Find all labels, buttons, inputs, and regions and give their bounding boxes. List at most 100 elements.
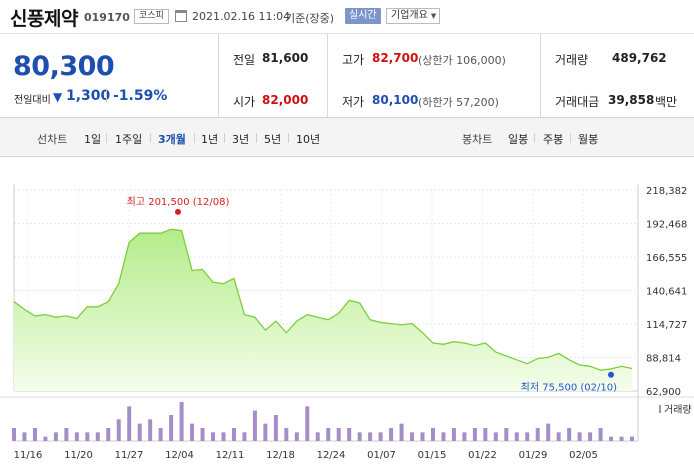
volume-bar: [294, 432, 299, 441]
volume-bar: [336, 428, 341, 441]
volume-bar: [420, 432, 425, 441]
range-5y-button[interactable]: 5년: [264, 133, 282, 146]
candle-monthly-button[interactable]: 월봉: [578, 133, 599, 146]
open-value: 82,000: [262, 93, 309, 107]
range-3y-button[interactable]: 3년: [232, 133, 250, 146]
volume-bar: [231, 428, 236, 441]
high-label: 고가: [342, 53, 365, 67]
x-tick-label: 11/16: [14, 450, 43, 461]
x-tick-label: 01/22: [468, 450, 497, 461]
price-area: [14, 229, 632, 391]
quote-datetime: 2021.02.16 11:04: [192, 10, 291, 23]
prev-close-value: 81,600: [262, 51, 309, 65]
volume-bar: [200, 428, 205, 441]
volume-bar: [598, 428, 603, 441]
current-price: 80,300: [13, 51, 115, 82]
volume-bar: [609, 436, 614, 441]
volume-bar: [619, 436, 624, 441]
divider: [106, 133, 107, 143]
amount-label: 거래대금: [555, 95, 600, 109]
low-marker: [608, 371, 614, 378]
y-tick-label: 192,468: [646, 220, 687, 231]
volume-bar: [85, 432, 90, 441]
divider: [150, 133, 151, 143]
volume-value: 489,762: [612, 51, 667, 65]
volume-bar: [472, 428, 477, 441]
x-axis-ticks: 11/16 11/20 11/27 12/04 12/11 12/18 12/24 01/07…: [14, 450, 598, 461]
range-3m-button[interactable]: 3개월: [158, 133, 186, 146]
volume-bar: [525, 432, 530, 441]
candle-chart-label: 봉차트: [462, 133, 493, 146]
volume-bar: [451, 428, 456, 441]
volume-bar: [179, 402, 184, 441]
change-label: 전일대비: [14, 95, 51, 106]
y-tick-label: 218,382: [646, 186, 687, 197]
chevron-down-icon: ▼: [430, 12, 437, 20]
volume-bar: [211, 432, 216, 441]
y-axis-ticks: 218,382 192,468 166,555 140,641 114,727 88,81…: [646, 186, 687, 398]
volume-bar: [347, 428, 352, 441]
volume-bar: [169, 415, 174, 441]
volume-bar: [577, 432, 582, 441]
volume-bar: [504, 428, 509, 441]
open-label: 시가: [233, 95, 256, 109]
volume-bar: [315, 432, 320, 441]
divider: [256, 133, 257, 143]
volume-legend-swatch: [659, 405, 661, 413]
range-1w-button[interactable]: 1주일: [115, 133, 143, 146]
change-percent: -1.59%: [113, 88, 168, 104]
x-tick-label: 11/20: [64, 450, 93, 461]
volume-bar: [127, 406, 132, 441]
candle-daily-button[interactable]: 일봉: [508, 133, 529, 146]
stock-header: 신풍제약 019170 코스피 2021.02.16 11:04 기준(장중) …: [0, 0, 694, 34]
divider: [570, 133, 571, 143]
stock-name[interactable]: 신풍제약: [10, 8, 78, 30]
company-overview-dropdown[interactable]: 기업개요 ▼: [386, 8, 441, 24]
volume-bar: [158, 428, 163, 441]
x-tick-label: 12/11: [216, 450, 245, 461]
price-chart[interactable]: 218,382 192,468 166,555 140,641 114,727 88,81…: [0, 157, 694, 471]
volume-bar: [368, 432, 373, 441]
divider: [224, 133, 225, 143]
volume-bar: [273, 415, 278, 441]
high-value: 82,700: [372, 51, 419, 65]
volume-bar: [514, 432, 519, 441]
lower-limit: (하한가 57,200): [418, 96, 499, 109]
volume-bar: [53, 432, 58, 441]
volume-bar: [535, 428, 540, 441]
volume-bar: [148, 419, 153, 441]
volume-bar: [242, 432, 247, 441]
volume-bar: [137, 423, 142, 441]
divider: [194, 133, 195, 143]
range-1y-button[interactable]: 1년: [201, 133, 219, 146]
divider: [106, 88, 107, 103]
range-10y-button[interactable]: 10년: [296, 133, 321, 146]
volume-bar: [95, 432, 100, 441]
price-chart-svg: 218,382 192,468 166,555 140,641 114,727 88,81…: [0, 184, 694, 461]
x-tick-label: 11/27: [115, 450, 144, 461]
upper-limit: (상한가 106,000): [418, 54, 506, 67]
down-triangle-icon: ▼: [53, 90, 63, 104]
volume-bar: [546, 423, 551, 441]
volume-bar: [483, 428, 488, 441]
volume-bars: [0, 396, 694, 442]
volume-bar: [43, 436, 48, 441]
volume-bar: [357, 432, 362, 441]
y-tick-label: 62,900: [646, 387, 681, 398]
market-badge: 코스피: [134, 9, 169, 24]
price-line: [13, 228, 633, 371]
amount-value: 39,858: [608, 93, 655, 107]
candle-weekly-button[interactable]: 주봉: [543, 133, 564, 146]
volume-bar: [430, 428, 435, 441]
volume-bar: [410, 432, 415, 441]
realtime-badge[interactable]: 실시간: [345, 8, 381, 24]
x-tick-label: 12/18: [266, 450, 295, 461]
volume-bar: [567, 428, 572, 441]
change-value: 1,300: [66, 88, 111, 104]
range-1d-button[interactable]: 1일: [84, 133, 102, 146]
volume-bar: [326, 428, 331, 441]
volume-bar: [399, 423, 404, 441]
price-summary: 80,300 전일대비 ▼ 1,300 -1.59% 전일 81,600 시가 …: [0, 34, 694, 118]
company-overview-label: 기업개요: [391, 10, 428, 21]
